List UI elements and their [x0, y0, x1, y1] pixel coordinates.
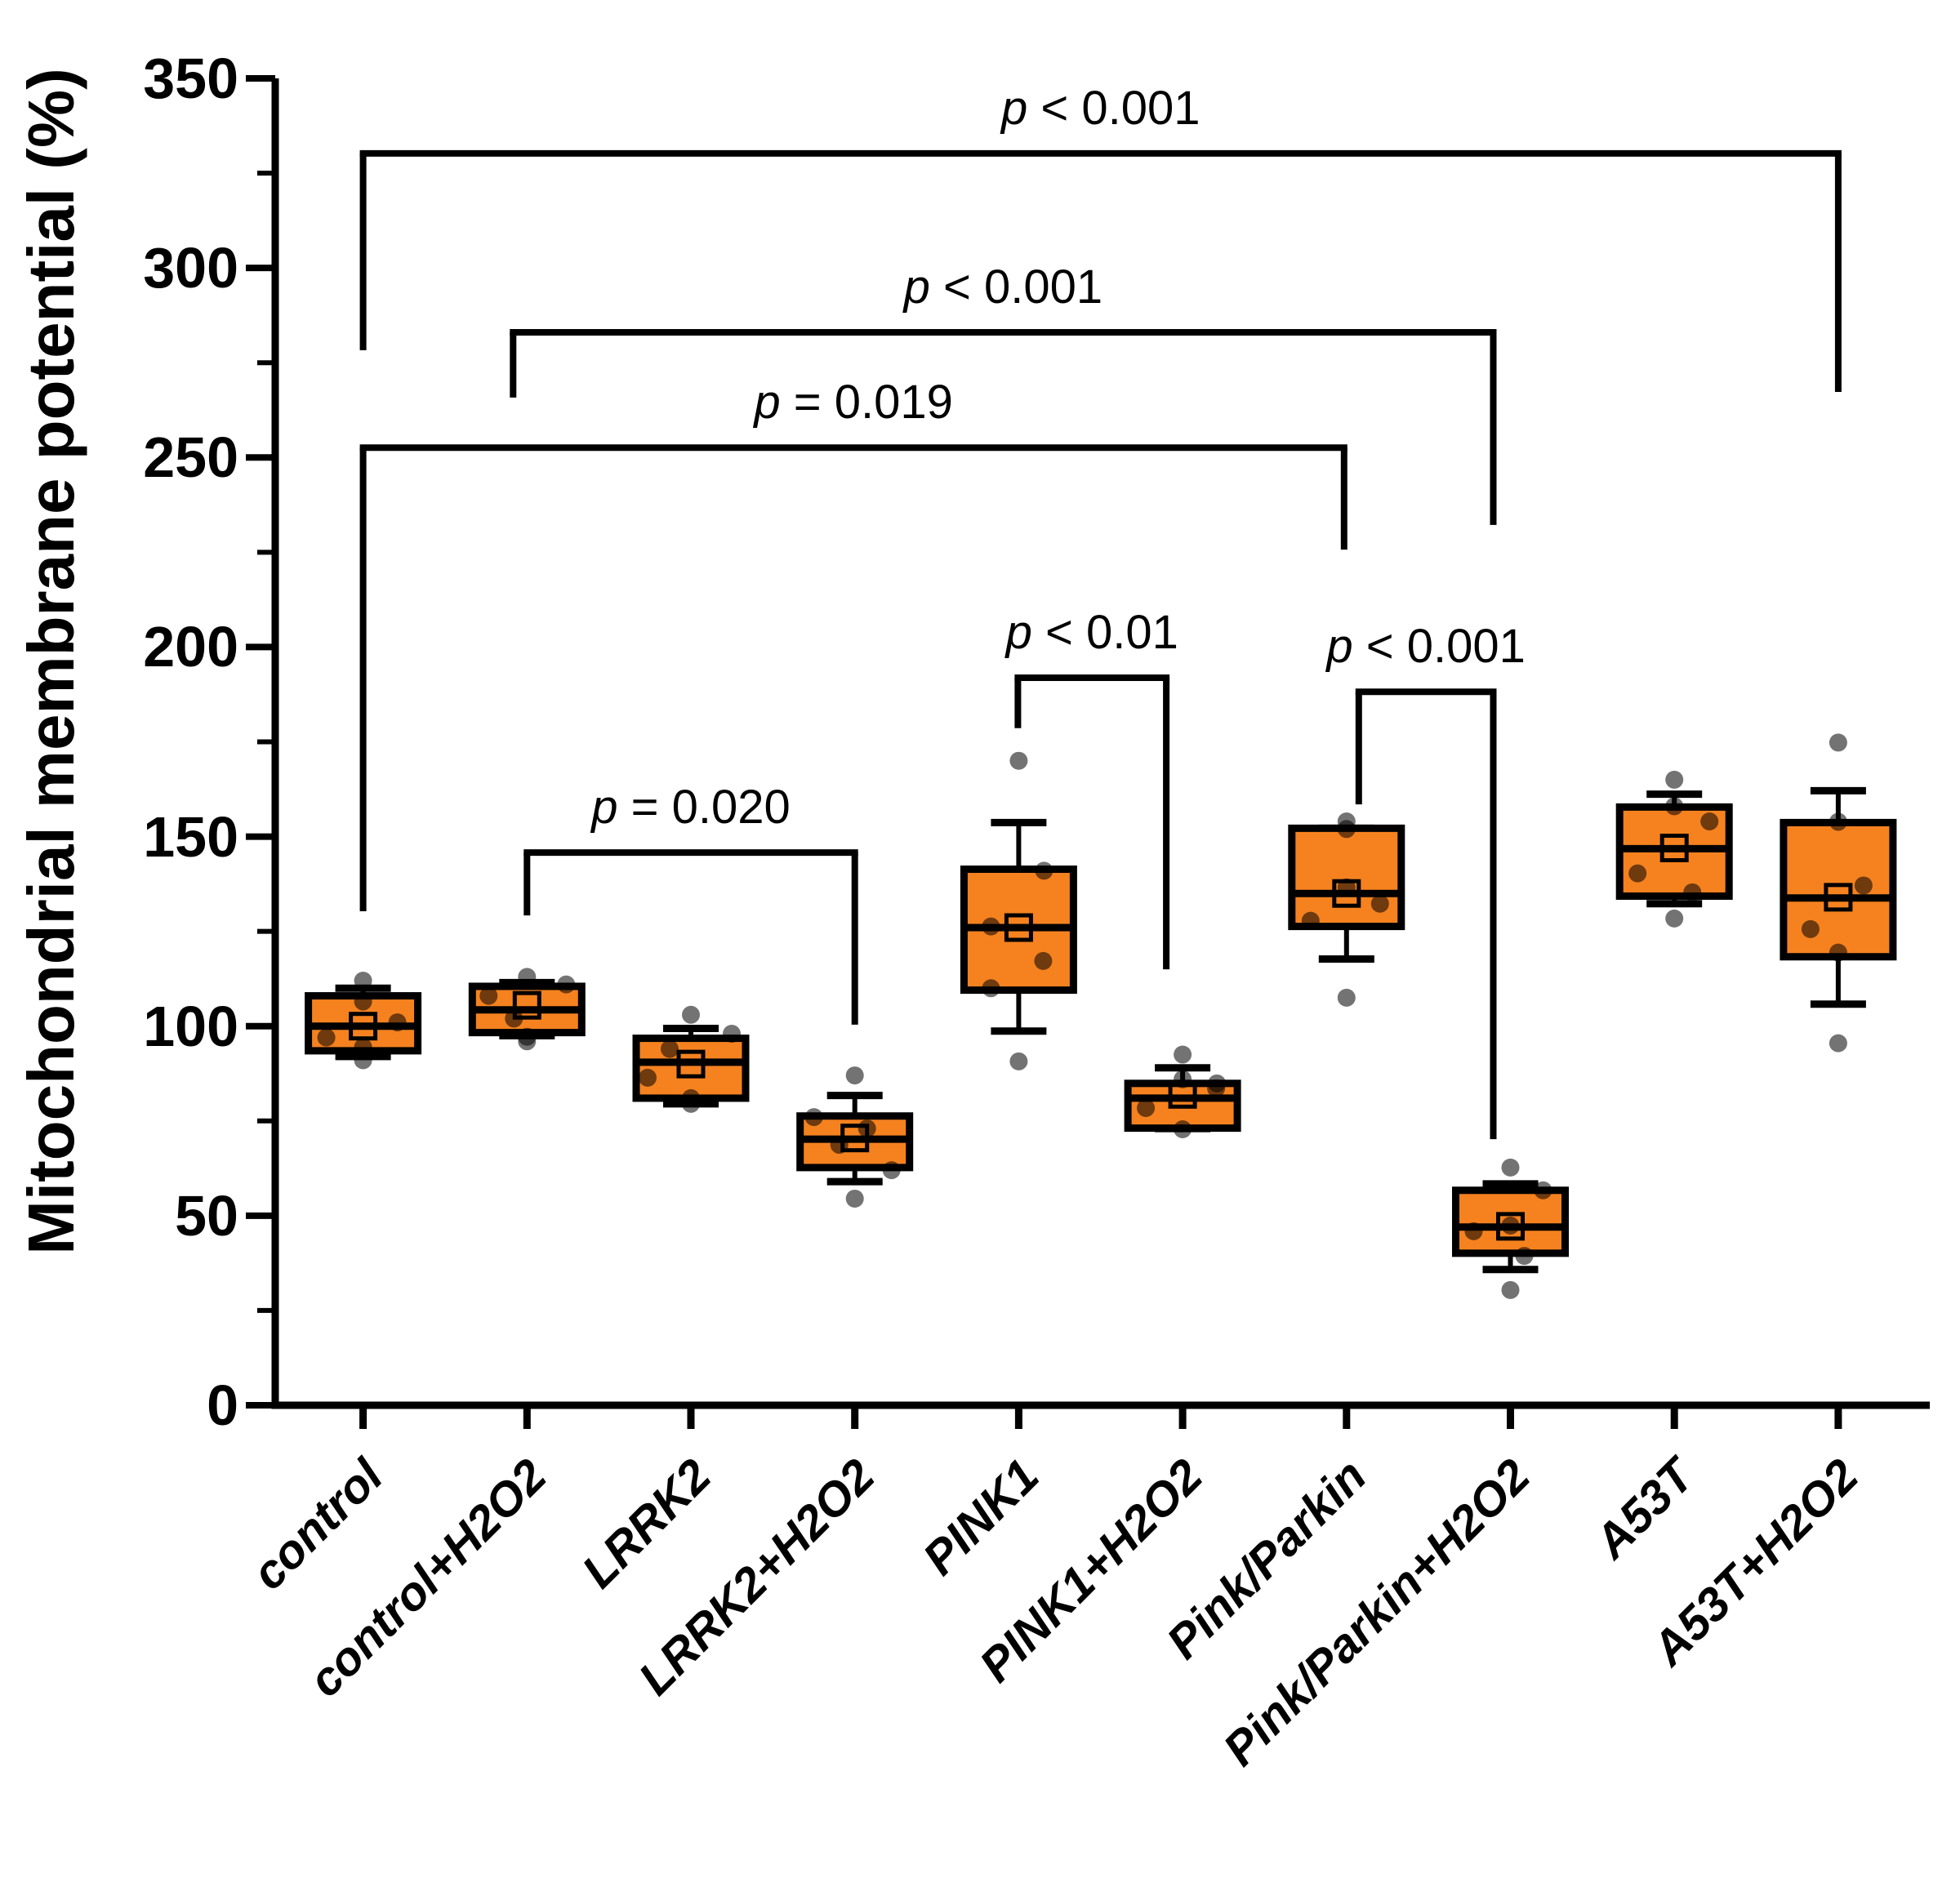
data-point	[505, 1009, 523, 1028]
data-point	[1034, 951, 1053, 970]
data-point	[1464, 1222, 1483, 1240]
data-point	[388, 1013, 407, 1032]
data-point	[354, 992, 372, 1011]
box	[1780, 818, 1897, 961]
data-point	[830, 1136, 849, 1155]
data-point	[639, 1068, 657, 1087]
data-point	[1337, 988, 1356, 1007]
data-point	[1174, 1119, 1192, 1138]
data-point	[982, 979, 1000, 998]
data-point	[661, 1039, 679, 1058]
mean-marker	[676, 1049, 706, 1079]
data-point	[882, 1161, 901, 1180]
data-point	[1829, 943, 1847, 962]
mean-marker	[1004, 913, 1033, 942]
data-point	[682, 1094, 700, 1113]
data-point	[858, 1119, 876, 1138]
data-point	[1665, 797, 1684, 816]
data-point	[479, 986, 498, 1005]
data-point	[723, 1024, 741, 1043]
data-point	[557, 975, 576, 994]
data-point	[1009, 751, 1028, 770]
mean-marker	[512, 990, 541, 1020]
data-point	[1665, 770, 1684, 789]
data-point	[1628, 864, 1647, 883]
mean-marker	[1496, 1212, 1525, 1241]
data-point	[845, 1066, 864, 1085]
data-point	[1301, 911, 1320, 930]
data-point	[1137, 1098, 1156, 1117]
data-point	[1337, 820, 1356, 839]
box	[632, 1035, 750, 1102]
data-point	[1370, 894, 1389, 913]
data-point	[1829, 733, 1847, 752]
data-point	[1501, 1216, 1520, 1235]
data-point	[354, 971, 372, 990]
data-point	[1801, 919, 1820, 938]
data-point	[1683, 883, 1702, 901]
data-point	[1207, 1079, 1226, 1097]
data-point	[518, 1032, 537, 1051]
data-point	[1515, 1247, 1534, 1266]
data-point	[1337, 878, 1356, 897]
data-point	[1501, 1158, 1520, 1177]
box	[1288, 824, 1405, 931]
data-point	[1035, 861, 1054, 880]
data-point	[1829, 812, 1847, 831]
data-point	[1829, 1034, 1847, 1053]
mean-marker	[1824, 883, 1853, 912]
data-point	[1534, 1181, 1552, 1199]
data-point	[1700, 812, 1719, 830]
data-point	[518, 968, 537, 986]
data-point	[804, 1108, 823, 1127]
data-point	[982, 917, 1000, 936]
data-point	[1501, 1280, 1520, 1299]
data-point	[1174, 1045, 1192, 1064]
data-point	[354, 1038, 372, 1057]
data-point	[1174, 1070, 1192, 1088]
data-point	[317, 1028, 336, 1047]
data-point	[1009, 1052, 1028, 1070]
data-point	[354, 1051, 372, 1070]
data-point	[682, 1005, 700, 1024]
data-point	[1854, 876, 1873, 895]
data-point	[845, 1189, 864, 1208]
mean-marker	[1659, 833, 1689, 862]
data-point	[1665, 909, 1684, 928]
